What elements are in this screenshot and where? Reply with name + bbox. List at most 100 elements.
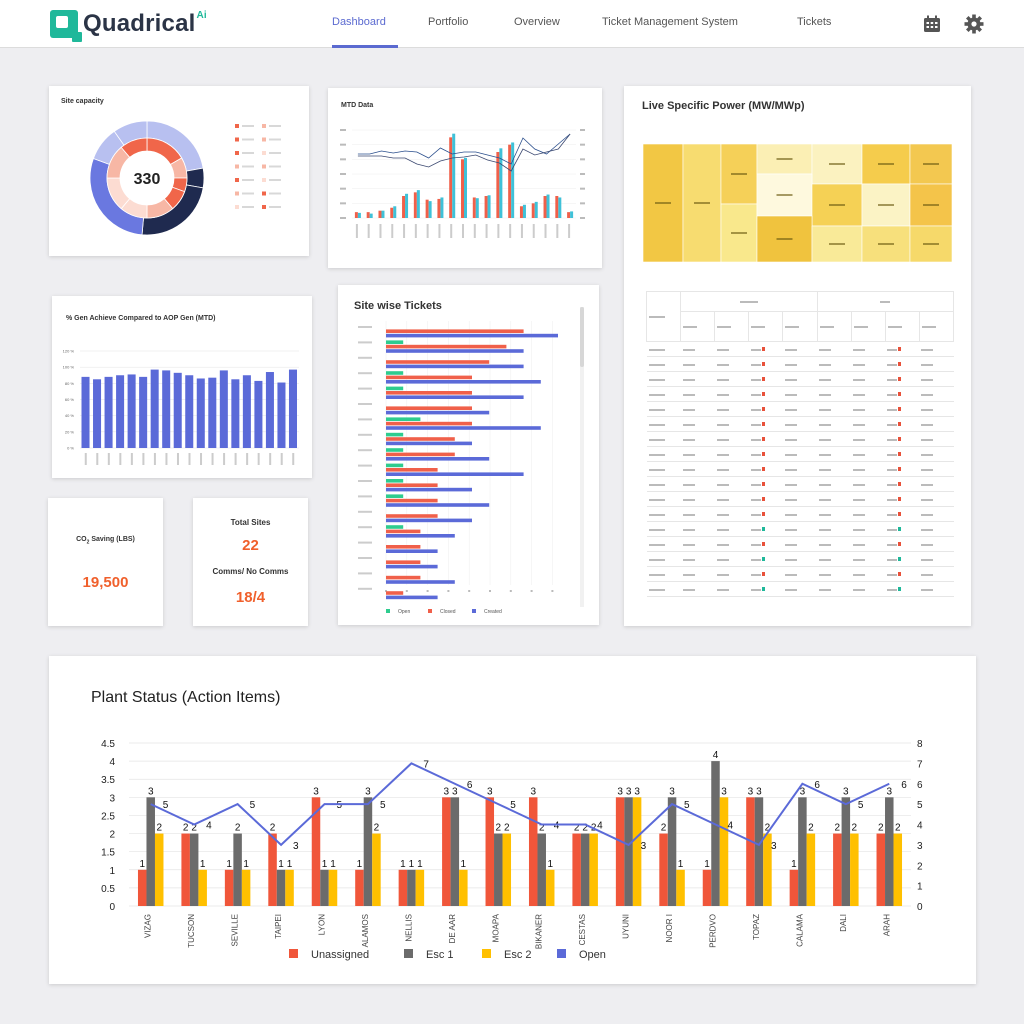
y2-tick-label: 8 xyxy=(917,739,923,750)
legend-label: Esc 2 xyxy=(504,949,532,961)
data-label: 1 xyxy=(357,859,363,870)
tab-overview[interactable]: Overview xyxy=(514,16,560,28)
y-tick-label xyxy=(340,143,346,146)
x-tick-label xyxy=(379,224,382,238)
y-tick-label: 2.5 xyxy=(101,811,115,822)
status-bar xyxy=(537,833,546,906)
legend-swatch xyxy=(262,137,266,142)
mtd-bar xyxy=(496,152,500,218)
tab-tickets[interactable]: Tickets xyxy=(797,16,832,28)
mtd-bar xyxy=(405,193,409,218)
outer-ring-slice xyxy=(185,167,205,189)
legend-swatch xyxy=(472,609,476,613)
data-label: 1 xyxy=(226,859,232,870)
tile-label xyxy=(829,163,845,165)
y2-tick-label: 4 xyxy=(917,821,923,832)
legend-label xyxy=(269,152,281,154)
ticket-bar xyxy=(386,494,404,498)
ticket-bar xyxy=(386,329,524,333)
live-specific-power-card: Live Specific Power (MW/MWp) xyxy=(624,86,971,626)
data-label: 1 xyxy=(139,859,145,870)
tile-label xyxy=(731,173,747,175)
mtd-bar xyxy=(416,190,420,218)
brand-logo[interactable]: QuadricalAi xyxy=(50,10,207,42)
card-title: Plant Status (Action Items) xyxy=(91,689,281,706)
x-tick-label xyxy=(84,453,87,465)
data-label: 1 xyxy=(200,859,206,870)
status-bar xyxy=(459,869,468,906)
y-tick-label: 1.5 xyxy=(101,848,115,859)
status-bar xyxy=(850,833,859,906)
status-bar xyxy=(442,797,451,906)
x-tick-label xyxy=(489,590,491,592)
gear-icon[interactable] xyxy=(964,14,984,34)
ticket-bar xyxy=(386,545,421,549)
legend-swatch xyxy=(482,949,491,958)
tab-dashboard[interactable]: Dashboard xyxy=(332,16,386,28)
x-tick-label: NELLIS xyxy=(404,914,413,942)
table-row xyxy=(646,371,954,387)
status-bar xyxy=(528,797,538,906)
legend-swatch xyxy=(386,609,390,613)
data-label: 3 xyxy=(530,786,536,797)
data-label: 2 xyxy=(878,823,884,834)
total-sites-label: Total Sites xyxy=(230,518,271,527)
data-label: 3 xyxy=(748,786,754,797)
mtd-trend-line xyxy=(357,133,571,165)
gen-bar xyxy=(242,375,251,448)
data-label: 2 xyxy=(156,823,162,834)
status-bar xyxy=(667,797,677,906)
ticket-bar xyxy=(386,529,421,534)
data-label: 5 xyxy=(380,800,386,811)
y-tick-label xyxy=(358,557,372,559)
data-label: 7 xyxy=(423,759,429,770)
status-bar xyxy=(885,797,894,906)
ticket-bar xyxy=(386,386,404,391)
mtd-bar xyxy=(484,196,488,218)
ticket-bar xyxy=(386,595,438,600)
ticket-bar xyxy=(386,395,524,399)
tile-label xyxy=(878,243,894,245)
x-tick-label xyxy=(234,453,237,465)
tab-portfolio[interactable]: Portfolio xyxy=(428,16,469,28)
ticket-bar xyxy=(386,371,404,375)
x-tick-label: LYON xyxy=(318,914,327,935)
y-tick-label xyxy=(340,173,346,175)
ticket-bar xyxy=(386,518,472,523)
x-tick-label: TUCSON xyxy=(187,914,196,948)
gen-bar xyxy=(139,376,148,448)
gen-bar xyxy=(254,380,263,448)
active-tab-indicator xyxy=(332,45,398,48)
legend-label xyxy=(242,125,254,127)
data-label: 2 xyxy=(539,823,545,834)
status-bar xyxy=(355,869,364,906)
gen-bar xyxy=(185,375,194,448)
data-label: 1 xyxy=(791,859,797,870)
status-bar xyxy=(137,869,147,906)
tab-ticket-management-system[interactable]: Ticket Management System xyxy=(602,16,738,28)
table-row xyxy=(646,581,954,597)
status-bar xyxy=(181,833,190,906)
mtd-bar xyxy=(508,144,512,218)
mtd-bar xyxy=(369,213,373,218)
data-label: 3 xyxy=(293,841,299,852)
ticket-bar xyxy=(386,564,438,569)
x-tick-label xyxy=(188,453,191,465)
calendar-icon[interactable] xyxy=(922,14,942,34)
table-row xyxy=(646,476,954,492)
y2-tick-label xyxy=(580,143,585,146)
table-row xyxy=(646,431,954,447)
legend-label: Open xyxy=(398,609,410,615)
data-label: 3 xyxy=(669,786,675,797)
legend-label: Esc 1 xyxy=(426,949,454,961)
y-tick-label xyxy=(340,217,346,219)
status-bar xyxy=(615,797,625,906)
y2-tick-label: 1 xyxy=(917,882,923,893)
x-tick-label xyxy=(130,453,133,465)
y2-tick-label xyxy=(580,173,585,175)
gen-bar xyxy=(116,375,125,448)
tile-label xyxy=(776,238,793,240)
gen-bar xyxy=(196,378,205,448)
mtd-bar xyxy=(449,137,453,218)
data-label: 4 xyxy=(554,821,560,832)
